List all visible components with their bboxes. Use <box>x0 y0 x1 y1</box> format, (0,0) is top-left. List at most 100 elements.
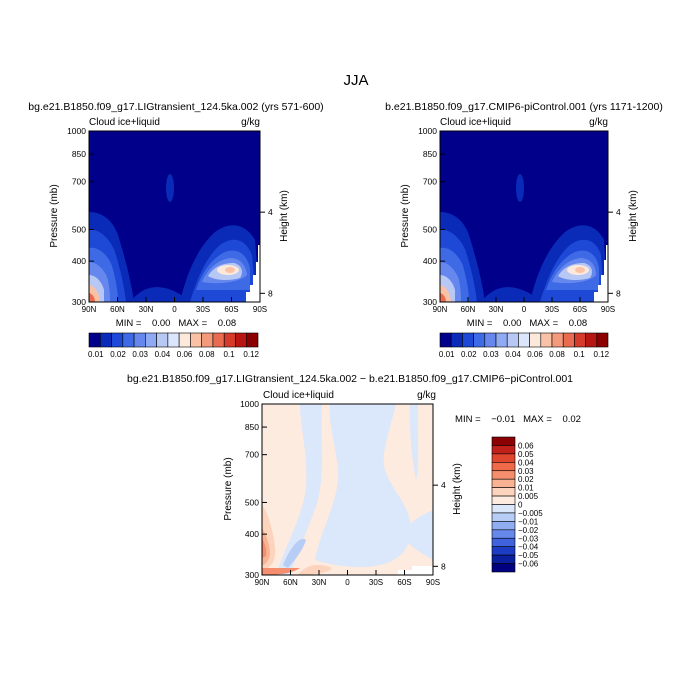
colorbar-swatch <box>212 332 225 348</box>
colorbar-swatch <box>190 332 202 348</box>
y-tick-label: 300 <box>72 297 86 307</box>
x-tick-label: 90S <box>426 578 440 587</box>
colorbar-label: 0.04 <box>155 350 171 359</box>
colorbar-swatch <box>491 529 516 539</box>
colorbar-swatch <box>145 332 157 348</box>
panel-b-field <box>440 131 608 302</box>
colorbar-label: −0.05 <box>518 551 539 560</box>
colorbar-swatch <box>491 462 516 472</box>
colorbar-swatch <box>178 332 191 348</box>
panel-b-variable-label: Cloud ice+liquid <box>440 117 511 128</box>
colorbar-swatch <box>585 332 598 348</box>
colorbar-label: 0.03 <box>483 350 499 359</box>
colorbar-swatch <box>439 332 452 348</box>
panel-a-contour <box>89 293 95 302</box>
panel-b-contour <box>516 174 524 202</box>
panel-c-variable-label: Cloud ice+liquid <box>263 390 334 401</box>
x-tick-label: 90S <box>601 305 615 314</box>
panel-c-y-ticks: 300 400 500 700 850 1000 <box>240 399 267 580</box>
x-tick-label: 90N <box>255 578 270 587</box>
panel-c-field <box>262 404 433 575</box>
y-tick-label: 1000 <box>67 126 86 136</box>
panel-a-terrain <box>246 245 260 302</box>
colorbar-swatch <box>156 332 169 348</box>
panel-a-units-label: g/kg <box>241 117 260 128</box>
panel-c-units-label: g/kg <box>417 390 436 401</box>
colorbar-swatch <box>551 332 564 348</box>
x-tick-label: 0 <box>172 305 177 314</box>
colorbar-swatch <box>491 554 516 564</box>
colorbar-swatch <box>562 332 575 348</box>
panel-b-y-ticks: 300 400 500 700 850 1000 <box>418 126 445 307</box>
panel-a-title: bg.e21.B1850.f09_g17.LIGtransient_124.5k… <box>28 101 323 113</box>
colorbar-label: 0.005 <box>518 492 539 501</box>
colorbar-label: 0.04 <box>505 350 521 359</box>
y-tick-label: 1000 <box>240 399 259 409</box>
panel-c-contour <box>276 404 322 575</box>
panel-c-colorbar: 0.060.050.040.030.020.010.0050−0.005−0.0… <box>491 436 543 573</box>
colorbar-swatch <box>596 332 609 348</box>
panel-b-ylabel: Pressure (mb) <box>400 184 411 247</box>
panel-a-colorbar: 0.01 0.02 0.03 0.04 0.06 0.08 0.1 0.12 <box>88 332 260 359</box>
panel-a-right-ticks: 84 <box>260 207 273 298</box>
panel-c-stats: MIN = −0.01 MAX = 0.02 <box>455 414 581 425</box>
colorbar-swatch <box>246 332 259 348</box>
colorbar-label: 0.05 <box>518 450 534 459</box>
x-tick-label: 0 <box>522 305 527 314</box>
panel-a-stats: MIN = 0.00 MAX = 0.08 <box>116 318 236 329</box>
colorbar-swatch <box>491 478 516 488</box>
height-tick-label: 4 <box>616 207 621 217</box>
x-tick-label: 90S <box>253 305 267 314</box>
colorbar-label: 0.06 <box>527 350 543 359</box>
panel-b-ylabel-right: Height (km) <box>628 190 639 242</box>
panel-c-terrain <box>398 566 433 575</box>
panel-c-ylabel-right: Height (km) <box>452 463 463 515</box>
panel-b: b.e21.B1850.f09_g17.CMIP6-piControl.001 … <box>385 101 663 359</box>
y-tick-label: 400 <box>423 256 437 266</box>
colorbar-swatch <box>491 453 516 463</box>
panel-b-contour <box>440 293 446 302</box>
colorbar-swatch <box>491 546 516 556</box>
colorbar-label: −0.06 <box>518 560 539 569</box>
colorbar-swatch <box>491 487 516 497</box>
colorbar-label: 0 <box>518 501 523 510</box>
x-tick-label: 60S <box>573 305 587 314</box>
x-tick-label: 60N <box>461 305 476 314</box>
panel-c-contour <box>298 564 332 575</box>
colorbar-swatch <box>506 332 519 348</box>
x-tick-label: 90N <box>82 305 97 314</box>
colorbar-swatch <box>88 332 101 348</box>
colorbar-label: 0.03 <box>132 350 148 359</box>
panel-a-ylabel-right: Height (km) <box>279 190 290 242</box>
colorbar-label: 0.08 <box>549 350 565 359</box>
panel-c-x-ticks: 90N 60N 30N 0 30S 60S 90S <box>255 570 440 587</box>
x-tick-label: 30N <box>489 305 504 314</box>
colorbar-swatch <box>133 332 146 348</box>
panel-a: bg.e21.B1850.f09_g17.LIGtransient_124.5k… <box>28 101 323 359</box>
panel-b-terrain <box>594 245 608 302</box>
x-tick-label: 30N <box>312 578 327 587</box>
colorbar-label: 0.02 <box>518 475 534 484</box>
colorbar-swatch <box>111 332 124 348</box>
colorbar-label: 0.01 <box>88 350 104 359</box>
y-tick-label: 500 <box>423 224 437 234</box>
panel-c-contour <box>262 568 300 575</box>
colorbar-swatch <box>99 332 112 348</box>
panel-a-x-ticks: 90N 60N 30N 0 30S 60S 90S <box>82 297 267 314</box>
colorbar-label: 0.04 <box>518 458 534 467</box>
y-tick-label: 700 <box>423 177 437 187</box>
colorbar-label: 0.12 <box>594 350 610 359</box>
y-tick-label: 850 <box>72 149 86 159</box>
colorbar-label: 0.1 <box>223 350 235 359</box>
colorbar-label: 0.08 <box>199 350 215 359</box>
height-tick-label: 8 <box>616 288 621 298</box>
panel-a-contour <box>225 267 235 273</box>
x-tick-label: 0 <box>345 578 350 587</box>
colorbar-label: −0.02 <box>518 526 539 535</box>
colorbar-swatch <box>491 537 516 547</box>
panel-c-contour <box>409 404 419 480</box>
y-tick-label: 850 <box>245 422 259 432</box>
panel-b-units-label: g/kg <box>589 117 608 128</box>
colorbar-swatch <box>518 332 530 348</box>
